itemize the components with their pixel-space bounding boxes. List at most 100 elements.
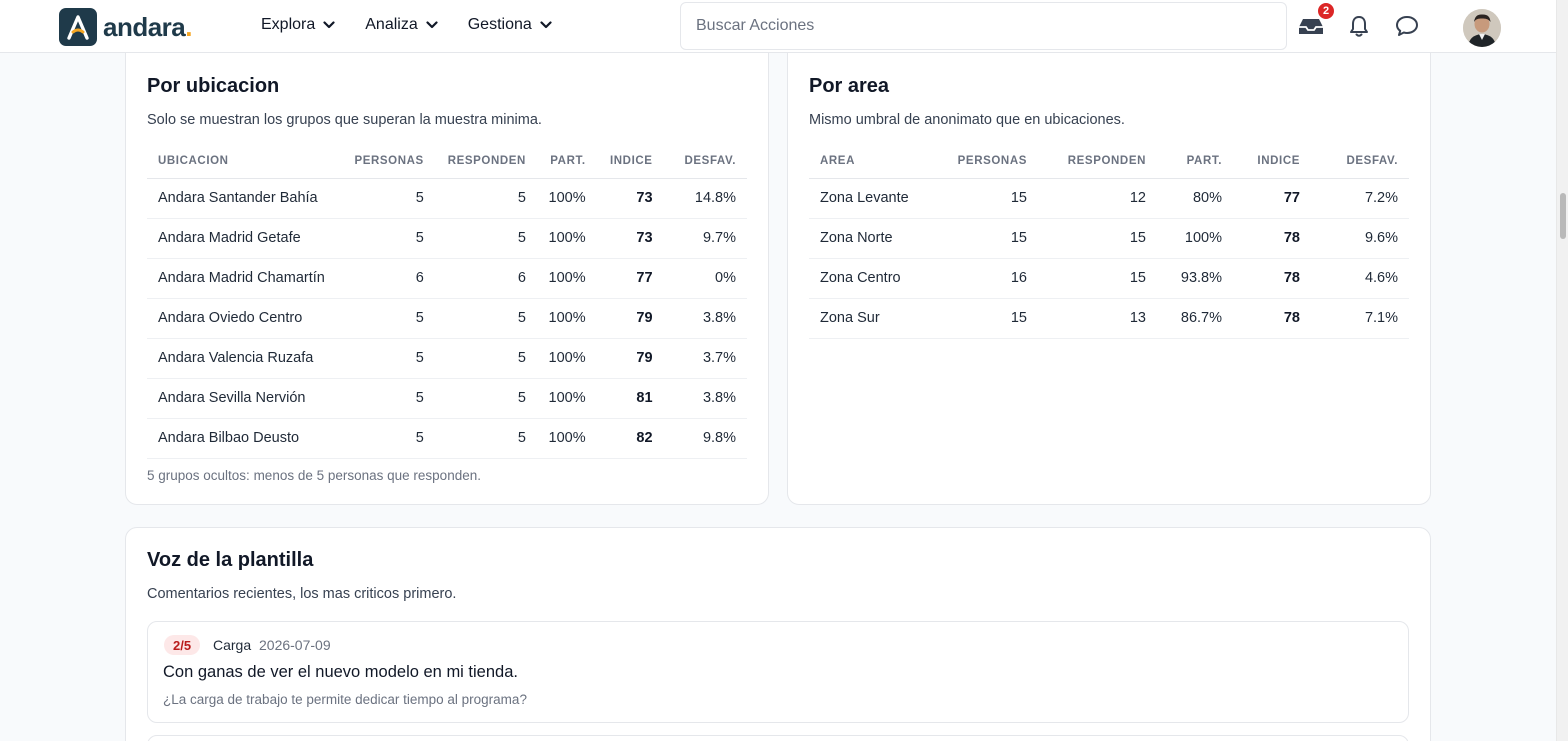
card-subtitle: Mismo umbral de anonimato que en ubicaci…: [809, 112, 1125, 128]
cell-personas: 6: [343, 258, 435, 299]
comment-question: ¿La carga de trabajo te permite dedicar …: [163, 692, 527, 707]
menu-gestiona-label: Gestiona: [467, 16, 532, 33]
col-indice[interactable]: INDICE: [1233, 144, 1311, 179]
notifications-button[interactable]: [1345, 12, 1373, 40]
cell-desfav: 3.8%: [663, 298, 747, 339]
table-row: Zona Levante 15 12 80% 77 7.2%: [809, 178, 1409, 219]
col-part[interactable]: PART.: [1157, 144, 1233, 179]
col-desfav[interactable]: DESFAV.: [1311, 144, 1409, 179]
cell-indice: 79: [596, 338, 664, 379]
por-area-card: Por area Mismo umbral de anonimato que e…: [787, 40, 1431, 505]
table-row: Andara Santander Bahía 5 5 100% 73 14.8%: [147, 178, 747, 219]
cell-indice: 79: [596, 298, 664, 339]
main-menu: Explora Analiza Gestiona: [261, 16, 582, 34]
menu-gestiona[interactable]: Gestiona: [468, 16, 552, 34]
cell-part: 100%: [536, 218, 597, 259]
chevron-down-icon: [323, 21, 335, 29]
top-nav-bar: andara. Explora Analiza Gestiona 2: [0, 0, 1556, 53]
logo[interactable]: andara.: [59, 8, 192, 46]
col-ubicacion[interactable]: UBICACION: [147, 144, 344, 179]
card-subtitle: Comentarios recientes, los mas criticos …: [147, 586, 457, 602]
table-row: Andara Madrid Chamartín 6 6 100% 77 0%: [147, 258, 747, 299]
messages-button[interactable]: [1393, 12, 1421, 40]
cell-part: 100%: [536, 338, 597, 379]
cell-desfav: 4.6%: [1311, 258, 1409, 299]
inbox-badge: 2: [1317, 2, 1335, 20]
cell-responden: 5: [434, 298, 537, 339]
cell-desfav: 3.8%: [663, 378, 747, 419]
cell-personas: 5: [343, 218, 435, 259]
cell-personas: 15: [935, 178, 1038, 219]
avatar[interactable]: [1463, 9, 1501, 47]
comment-card[interactable]: 2/5 Carga 2026-07-09 Con ganas de ver el…: [147, 621, 1409, 723]
col-area[interactable]: AREA: [809, 144, 935, 179]
cell-indice: 77: [596, 258, 664, 299]
cell-desfav: 9.6%: [1311, 218, 1409, 259]
cell-indice: 73: [596, 218, 664, 259]
inbox-button[interactable]: [1297, 12, 1325, 40]
card-subtitle: Solo se muestran los grupos que superan …: [147, 112, 542, 128]
col-personas[interactable]: PERSONAS: [935, 144, 1038, 179]
cell-responden: 15: [1038, 218, 1157, 259]
table-row: Andara Bilbao Deusto 5 5 100% 82 9.8%: [147, 418, 747, 459]
col-personas[interactable]: PERSONAS: [343, 144, 435, 179]
hidden-groups-note: 5 grupos ocultos: menos de 5 personas qu…: [147, 468, 481, 483]
card-title: Por area: [809, 75, 890, 97]
menu-analiza-label: Analiza: [365, 16, 418, 33]
cell-area: Zona Norte: [809, 218, 935, 259]
col-responden[interactable]: RESPONDEN: [1038, 144, 1157, 179]
col-indice[interactable]: INDICE: [596, 144, 664, 179]
chevron-down-icon: [540, 21, 552, 29]
card-title: Por ubicacion: [147, 75, 280, 97]
table-row: Zona Norte 15 15 100% 78 9.6%: [809, 218, 1409, 259]
table-header-row: AREA PERSONAS RESPONDEN PART. INDICE DES…: [809, 144, 1409, 179]
cell-part: 100%: [536, 418, 597, 459]
cell-indice: 78: [1233, 218, 1311, 259]
menu-analiza[interactable]: Analiza: [365, 16, 438, 34]
table-row: Zona Centro 16 15 93.8% 78 4.6%: [809, 258, 1409, 299]
cell-area: Zona Levante: [809, 178, 935, 219]
cell-indice: 81: [596, 378, 664, 419]
cell-ubicacion: Andara Madrid Chamartín: [147, 258, 344, 299]
comment-text: Con ganas de ver el nuevo modelo en mi t…: [163, 663, 518, 681]
comment-card[interactable]: [147, 735, 1409, 741]
voz-plantilla-card: Voz de la plantilla Comentarios reciente…: [125, 527, 1431, 741]
cell-desfav: 3.7%: [663, 338, 747, 379]
cell-desfav: 14.8%: [663, 178, 747, 219]
user-photo-icon: [1463, 9, 1501, 47]
logo-mark-icon: [59, 8, 97, 46]
scrollbar-thumb[interactable]: [1560, 193, 1566, 239]
cell-part: 100%: [536, 258, 597, 299]
cell-ubicacion: Andara Santander Bahía: [147, 178, 344, 219]
table-row: Andara Madrid Getafe 5 5 100% 73 9.7%: [147, 218, 747, 259]
cell-personas: 5: [343, 378, 435, 419]
cell-ubicacion: Andara Valencia Ruzafa: [147, 338, 344, 379]
col-desfav[interactable]: DESFAV.: [663, 144, 747, 179]
cell-personas: 16: [935, 258, 1038, 299]
page-scrollbar[interactable]: [1556, 0, 1568, 741]
search-input[interactable]: [680, 2, 1287, 50]
cell-indice: 82: [596, 418, 664, 459]
score-badge: 2/5: [164, 635, 201, 655]
cell-ubicacion: Andara Madrid Getafe: [147, 218, 344, 259]
cell-responden: 15: [1038, 258, 1157, 299]
cell-indice: 73: [596, 178, 664, 219]
table-row: Andara Oviedo Centro 5 5 100% 79 3.8%: [147, 298, 747, 339]
cell-responden: 13: [1038, 298, 1157, 339]
chevron-down-icon: [426, 21, 438, 29]
cell-ubicacion: Andara Bilbao Deusto: [147, 418, 344, 459]
table-row: Zona Sur 15 13 86.7% 78 7.1%: [809, 298, 1409, 339]
col-responden[interactable]: RESPONDEN: [434, 144, 537, 179]
por-ubicacion-card: Por ubicacion Solo se muestran los grupo…: [125, 40, 769, 505]
area-table: AREA PERSONAS RESPONDEN PART. INDICE DES…: [809, 144, 1409, 339]
cell-personas: 5: [343, 298, 435, 339]
cell-personas: 5: [343, 338, 435, 379]
cell-ubicacion: Andara Sevilla Nervión: [147, 378, 344, 419]
col-part[interactable]: PART.: [536, 144, 597, 179]
cell-desfav: 9.7%: [663, 218, 747, 259]
comment-date: 2026-07-09: [259, 637, 331, 653]
cell-part: 86.7%: [1157, 298, 1233, 339]
menu-explora[interactable]: Explora: [261, 16, 335, 34]
cell-indice: 77: [1233, 178, 1311, 219]
cell-part: 93.8%: [1157, 258, 1233, 299]
